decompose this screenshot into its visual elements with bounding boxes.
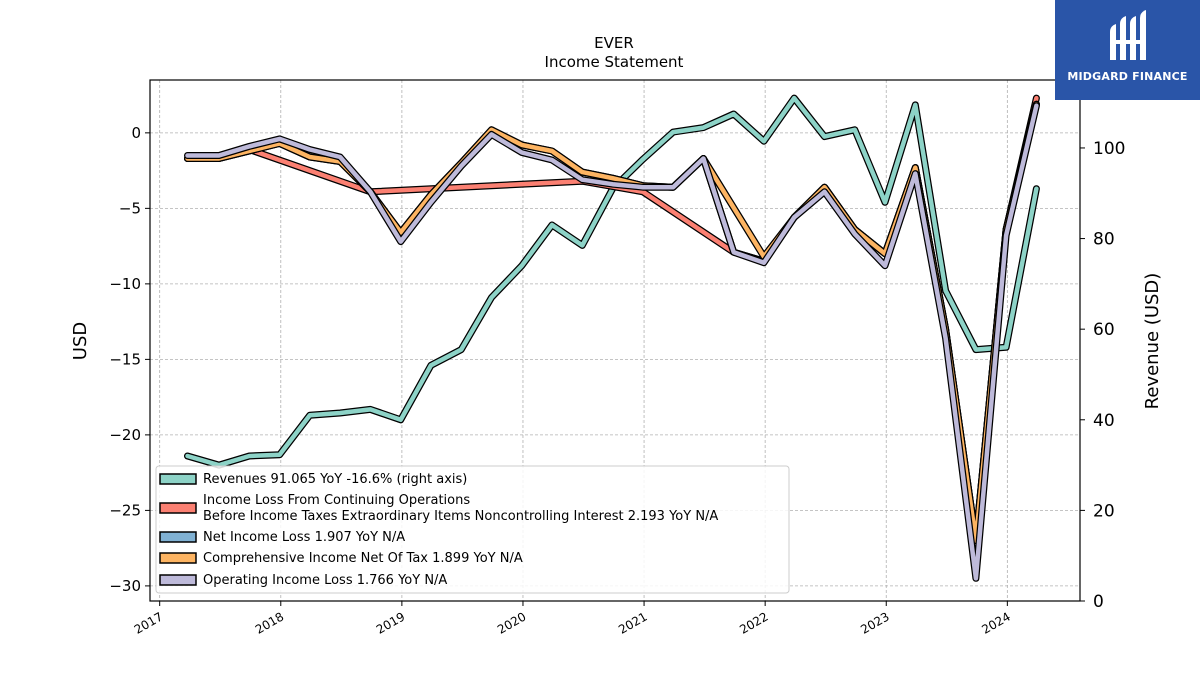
legend-label: Net Income Loss 1.907 YoY N/A [203, 530, 405, 545]
legend: Revenues 91.065 YoY -16.6% (right axis) I… [155, 465, 790, 594]
legend-label: Operating Income Loss 1.766 YoY N/A [203, 573, 447, 588]
series-lines [184, 94, 1040, 582]
series-4 [184, 102, 1040, 582]
legend-label: Income Loss From Continuing Operations [203, 493, 470, 508]
y-right-tick-label: 80 [1093, 230, 1115, 250]
y-tick-label: −30 [109, 577, 141, 595]
chart-subtitle: Income Statement [545, 53, 684, 71]
series-line [185, 103, 1039, 581]
y-right-tick-label: 60 [1093, 320, 1115, 340]
y-tick-label: −25 [109, 501, 141, 519]
y-tick-label: −20 [109, 426, 141, 444]
legend-label: Before Income Taxes Extraordinary Items … [203, 509, 718, 524]
legend-swatch [159, 552, 197, 564]
midgard-finance-logo: MIDGARD FINANCE [1055, 0, 1200, 100]
y-axis-right-label: Revenue (USD) [1142, 273, 1163, 410]
right-y-axis: 0 20 40 60 80 100 [1080, 139, 1125, 612]
legend-label: Comprehensive Income Net Of Tax 1.899 Yo… [203, 551, 523, 566]
legend-label: Revenues 91.065 YoY -16.6% (right axis) [203, 472, 467, 487]
y-right-tick-label: 100 [1093, 139, 1125, 159]
y-right-tick-label: 20 [1093, 501, 1115, 521]
left-y-axis: 0 −5 −10 −15 −20 −25 −30 [109, 124, 150, 595]
logo-text: MIDGARD FINANCE [1067, 70, 1188, 83]
y-right-tick-label: 40 [1093, 411, 1115, 431]
y-axis-label: USD [70, 322, 91, 360]
y-tick-label: −5 [119, 199, 141, 217]
legend-swatch [159, 531, 197, 543]
y-right-tick-label: 0 [1093, 592, 1104, 612]
y-tick-label: −10 [109, 275, 141, 293]
y-tick-label: 0 [131, 124, 141, 142]
legend-box [155, 465, 790, 594]
midgard-logo-icon [1110, 10, 1146, 60]
y-tick-label: −15 [109, 350, 141, 368]
plot-frame [149, 79, 1081, 602]
legend-swatch [159, 502, 197, 514]
legend-swatch [159, 473, 197, 485]
chart-title: EVER [594, 34, 634, 52]
legend-swatch [159, 574, 197, 586]
grid [150, 80, 1080, 601]
